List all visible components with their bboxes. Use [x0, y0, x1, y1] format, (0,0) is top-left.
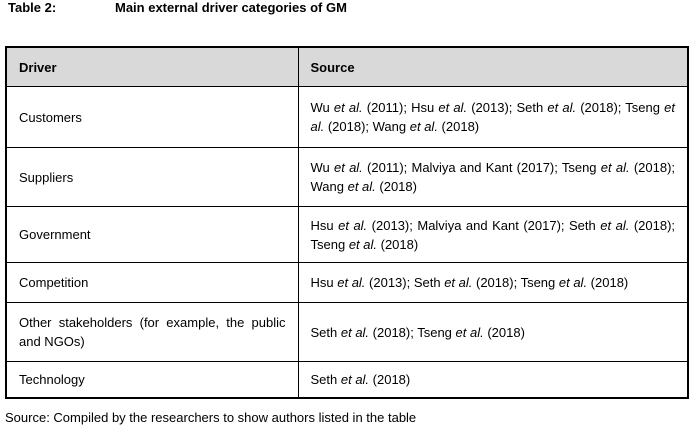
source-cell: Hsu et al. (2013); Malviya and Kant (201… [297, 206, 689, 263]
table-row: Other stakeholders (for example, the pub… [5, 302, 689, 362]
source-cell: Seth et al. (2018); Tseng et al. (2018) [297, 302, 689, 362]
drivers-table: Driver Source Customers Wu et al. (2011);… [5, 46, 689, 399]
table-number-label: Table 2: [8, 0, 57, 15]
table-row: Customers Wu et al. (2011); Hsu et al. (2… [5, 86, 689, 148]
driver-cell: Government [5, 206, 299, 263]
table-row: Competition Hsu et al. (2013); Seth et al… [5, 262, 689, 303]
source-column-header: Source [297, 46, 689, 87]
table-title-text: Main external driver categories of GM [115, 0, 347, 15]
table-header-row: Driver Source [5, 46, 689, 87]
table-row: Technology Seth et al. (2018) [5, 361, 689, 399]
source-cell: Seth et al. (2018) [297, 361, 689, 399]
driver-cell: Customers [5, 86, 299, 148]
table-body: Customers Wu et al. (2011); Hsu et al. (2… [5, 86, 689, 399]
driver-cell: Other stakeholders (for example, the pub… [5, 302, 299, 362]
source-cell: Wu et al. (2011); Malviya and Kant (2017… [297, 147, 689, 207]
source-cell: Hsu et al. (2013); Seth et al. (2018); T… [297, 262, 689, 303]
table-row: Suppliers Wu et al. (2011); Malviya and K… [5, 147, 689, 207]
driver-cell: Competition [5, 262, 299, 303]
source-cell: Wu et al. (2011); Hsu et al. (2013); Set… [297, 86, 689, 148]
driver-cell: Technology [5, 361, 299, 399]
source-note: Source: Compiled by the researchers to s… [5, 410, 417, 425]
table-caption: Table 2: Main external driver categories… [8, 0, 694, 15]
driver-cell: Suppliers [5, 147, 299, 207]
driver-column-header: Driver [5, 46, 299, 87]
table-row: Government Hsu et al. (2013); Malviya and… [5, 206, 689, 263]
